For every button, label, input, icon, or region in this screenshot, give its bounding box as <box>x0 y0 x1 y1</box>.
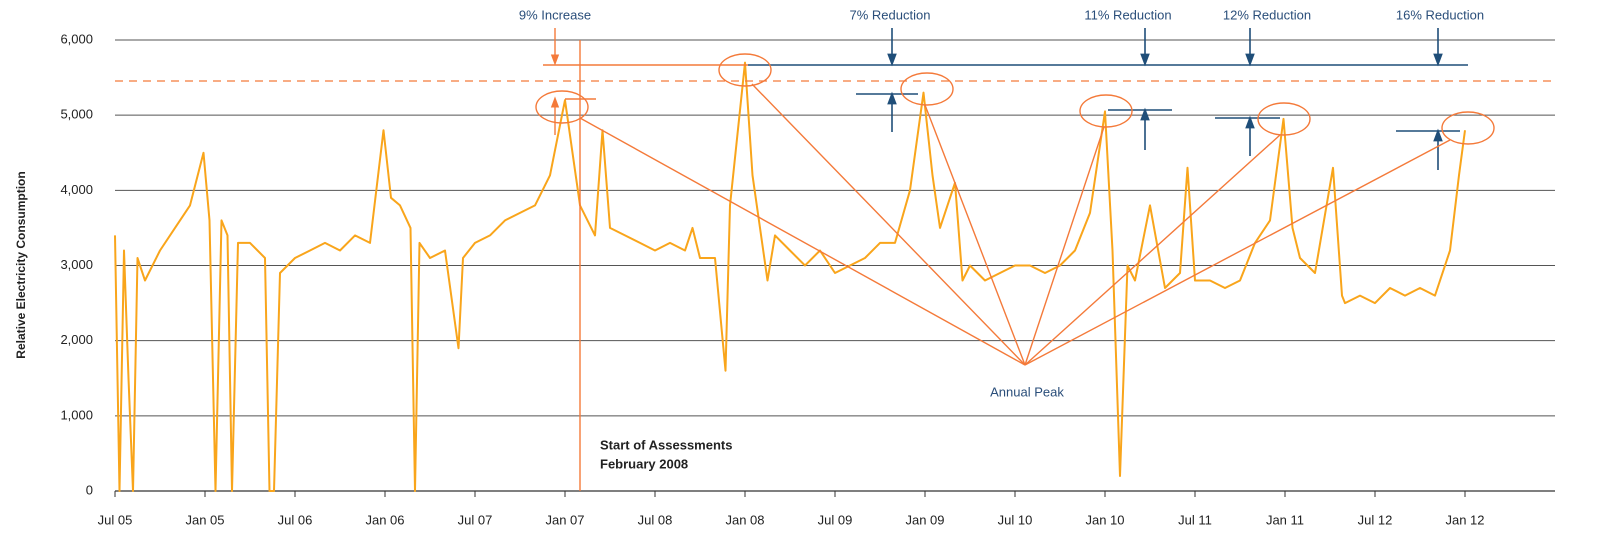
x-tick-label: Jan 12 <box>1445 512 1484 527</box>
x-tick-label: Jan 11 <box>1266 512 1304 527</box>
annotation: 12% Reduction <box>1223 7 1311 22</box>
peak-ellipse <box>1441 111 1495 145</box>
annotation: Start of Assessments <box>600 437 732 452</box>
peak-ellipse <box>718 53 772 87</box>
x-tick-label: Jan 07 <box>545 512 584 527</box>
pointer-line <box>751 83 1026 366</box>
peak-ellipse <box>1079 94 1133 128</box>
y-axis-label: Relative Electricity Consumption <box>14 171 28 358</box>
y-tick-label: 0 <box>86 482 93 497</box>
x-tick-label: Jan 08 <box>725 512 764 527</box>
annotation: Annual Peak <box>990 384 1064 399</box>
peak-ellipse <box>900 72 954 106</box>
x-tick-label: Jul 05 <box>98 512 133 527</box>
x-tick-label: Jan 06 <box>365 512 404 527</box>
y-tick-label: 3,000 <box>60 257 93 272</box>
annotation: 9% Increase <box>519 7 591 22</box>
grid <box>114 39 1555 497</box>
x-tick-label: Jan 09 <box>905 512 944 527</box>
y-tick-label: 5,000 <box>60 107 93 122</box>
peak-ellipse <box>535 90 589 124</box>
x-tick-label: Jul 06 <box>278 512 313 527</box>
annotation: February 2008 <box>600 456 688 471</box>
pointer-line <box>924 104 1026 366</box>
y-tick-label: 4,000 <box>60 182 93 197</box>
peak-ellipse <box>1257 102 1311 136</box>
annotation: 11% Reduction <box>1084 7 1171 22</box>
data-line <box>114 61 1466 492</box>
pointer-line <box>1024 126 1105 366</box>
annotation-shapes <box>115 28 1555 491</box>
x-tick-label: Jul 11 <box>1178 512 1212 527</box>
x-tick-label: Jul 08 <box>638 512 673 527</box>
pointer-line <box>1024 134 1281 366</box>
y-tick-label: 6,000 <box>60 31 93 46</box>
x-tick-label: Jul 12 <box>1358 512 1393 527</box>
x-tick-label: Jul 10 <box>998 512 1033 527</box>
pointer-line <box>579 117 1026 366</box>
x-tick-label: Jan 10 <box>1085 512 1124 527</box>
annotation: 7% Reduction <box>850 7 931 22</box>
x-tick-label: Jan 05 <box>185 512 224 527</box>
y-tick-label: 2,000 <box>60 332 93 347</box>
y-tick-label: 1,000 <box>60 407 93 422</box>
pointer-line <box>1024 139 1451 366</box>
x-tick-label: Jul 07 <box>458 512 493 527</box>
annotation: 16% Reduction <box>1396 7 1484 22</box>
x-tick-label: Jul 09 <box>818 512 853 527</box>
